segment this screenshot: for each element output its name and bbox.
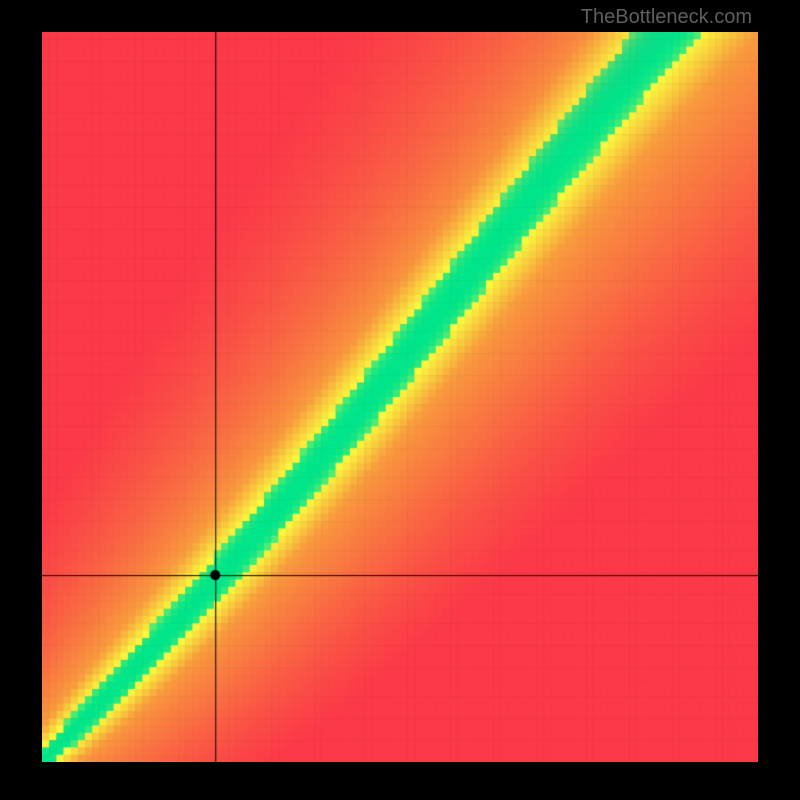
heatmap-plot: [42, 32, 758, 762]
heatmap-canvas: [42, 32, 758, 762]
watermark-text: TheBottleneck.com: [581, 6, 752, 29]
